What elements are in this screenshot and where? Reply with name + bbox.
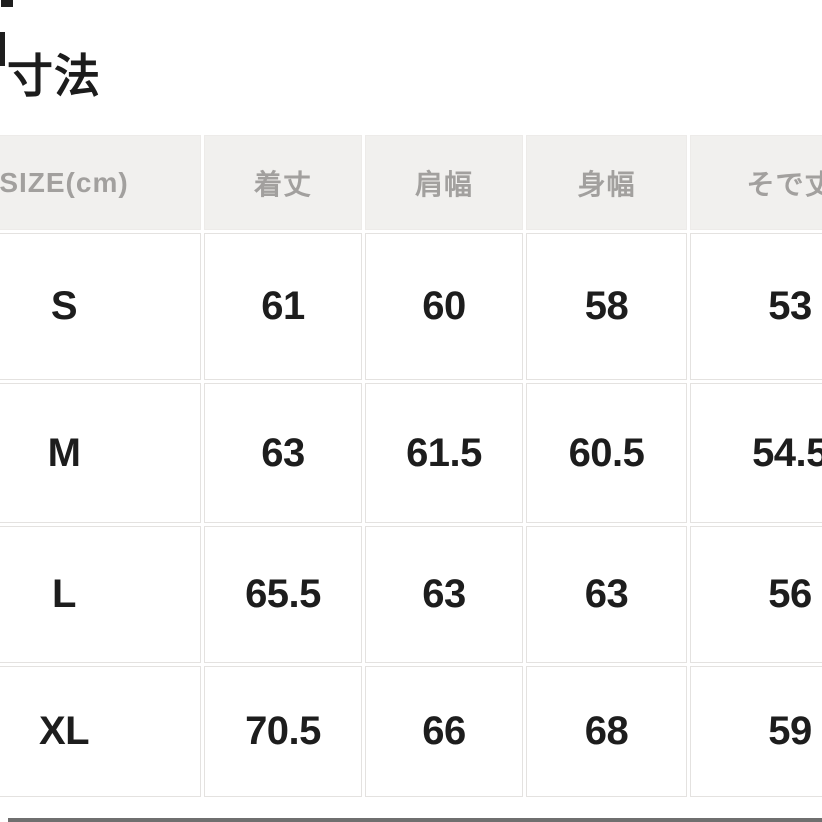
value-cell: 58 <box>526 233 687 380</box>
size-cell: M <box>0 383 201 523</box>
size-cell: S <box>0 233 201 380</box>
header-cell-body-length: 着丈 <box>204 135 362 230</box>
value-cell: 68 <box>526 666 687 797</box>
header-cell-shoulder: 肩幅 <box>365 135 523 230</box>
value-cell: 63 <box>365 526 523 663</box>
value-cell: 70.5 <box>204 666 362 797</box>
value-cell: 56 <box>690 526 822 663</box>
header-cell-body-width: 身幅 <box>526 135 687 230</box>
header-cell-size: SIZE(cm) <box>0 135 201 230</box>
value-cell: 66 <box>365 666 523 797</box>
value-cell: 63 <box>526 526 687 663</box>
value-cell: 61.5 <box>365 383 523 523</box>
value-cell: 53 <box>690 233 822 380</box>
value-cell: 59 <box>690 666 822 797</box>
value-cell: 65.5 <box>204 526 362 663</box>
cropped-text-fragment-top <box>1 0 13 7</box>
value-cell: 60.5 <box>526 383 687 523</box>
section-divider-bar <box>8 818 822 822</box>
value-cell: 63 <box>204 383 362 523</box>
cropped-title-character-fragment <box>0 32 5 66</box>
value-cell: 54.5 <box>690 383 822 523</box>
value-cell: 60 <box>365 233 523 380</box>
header-cell-sleeve: そで丈 <box>690 135 822 230</box>
size-chart-table: SIZE(cm) 着丈 肩幅 身幅 そで丈 S 61 60 58 53 M 63… <box>0 135 822 797</box>
size-cell: XL <box>0 666 201 797</box>
size-cell: L <box>0 526 201 663</box>
value-cell: 61 <box>204 233 362 380</box>
page-title: 寸法 <box>7 49 101 102</box>
